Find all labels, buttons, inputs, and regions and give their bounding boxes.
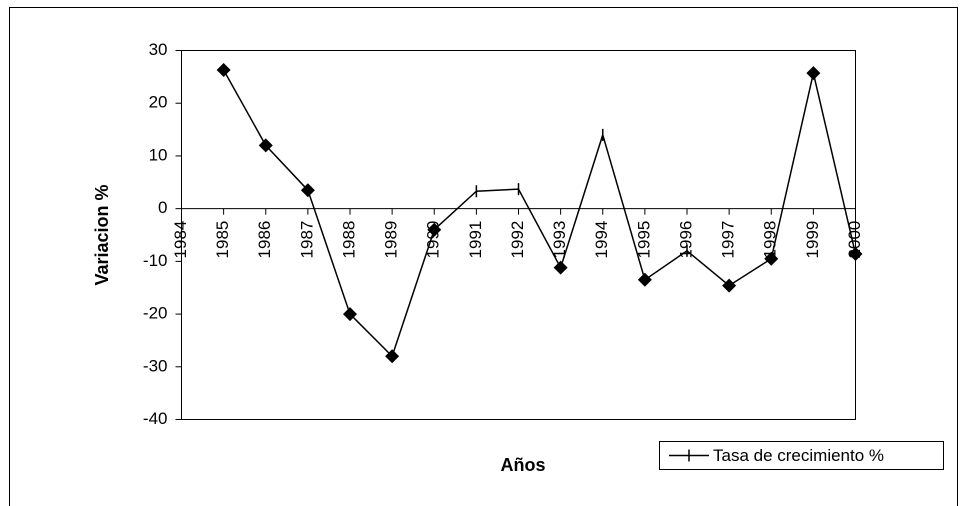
x-tick-label: 1999 — [803, 221, 822, 259]
y-tick-label: -10 — [143, 251, 168, 270]
x-tick-label: 1995 — [634, 221, 653, 259]
x-tick-label: 1996 — [676, 221, 695, 259]
y-tick-label: -30 — [143, 356, 168, 375]
data-point — [722, 278, 737, 293]
data-point — [806, 66, 821, 81]
x-tick-label: 1991 — [466, 221, 485, 259]
data-point — [300, 183, 315, 198]
x-tick-label: 1994 — [592, 221, 611, 259]
data-point — [764, 251, 779, 266]
data-point — [216, 63, 231, 78]
data-point — [258, 138, 273, 153]
legend-label: Tasa de crecimiento % — [713, 446, 884, 465]
x-tick-label: 1992 — [508, 221, 527, 259]
x-tick-label: 1987 — [297, 221, 316, 259]
data-point — [343, 307, 357, 322]
chart-frame — [9, 7, 958, 506]
y-axis-title: Variacion % — [92, 184, 112, 285]
y-tick-label: -40 — [143, 409, 168, 428]
data-point — [385, 349, 400, 364]
x-tick-label: 1998 — [761, 221, 780, 259]
x-tick-label: 1989 — [382, 221, 401, 259]
y-tick-label: -20 — [143, 304, 168, 323]
data-point — [848, 246, 863, 261]
y-tick-label: 30 — [149, 40, 168, 59]
data-point — [427, 222, 442, 237]
x-tick-label: 1993 — [550, 221, 569, 259]
x-tick-label: 1985 — [213, 221, 232, 259]
data-point — [637, 272, 652, 287]
x-tick-label: 1997 — [719, 221, 738, 259]
x-tick-label: 1984 — [171, 221, 190, 259]
x-tick-label: 1988 — [339, 221, 358, 259]
x-axis-title: Años — [501, 455, 546, 475]
y-tick-label: 0 — [158, 198, 167, 217]
data-point — [553, 260, 568, 275]
x-tick-label: 1986 — [255, 221, 274, 259]
series-line — [222, 69, 857, 358]
y-tick-label: 10 — [149, 145, 168, 164]
plot-area — [181, 50, 856, 420]
y-tick-label: 20 — [149, 93, 168, 112]
